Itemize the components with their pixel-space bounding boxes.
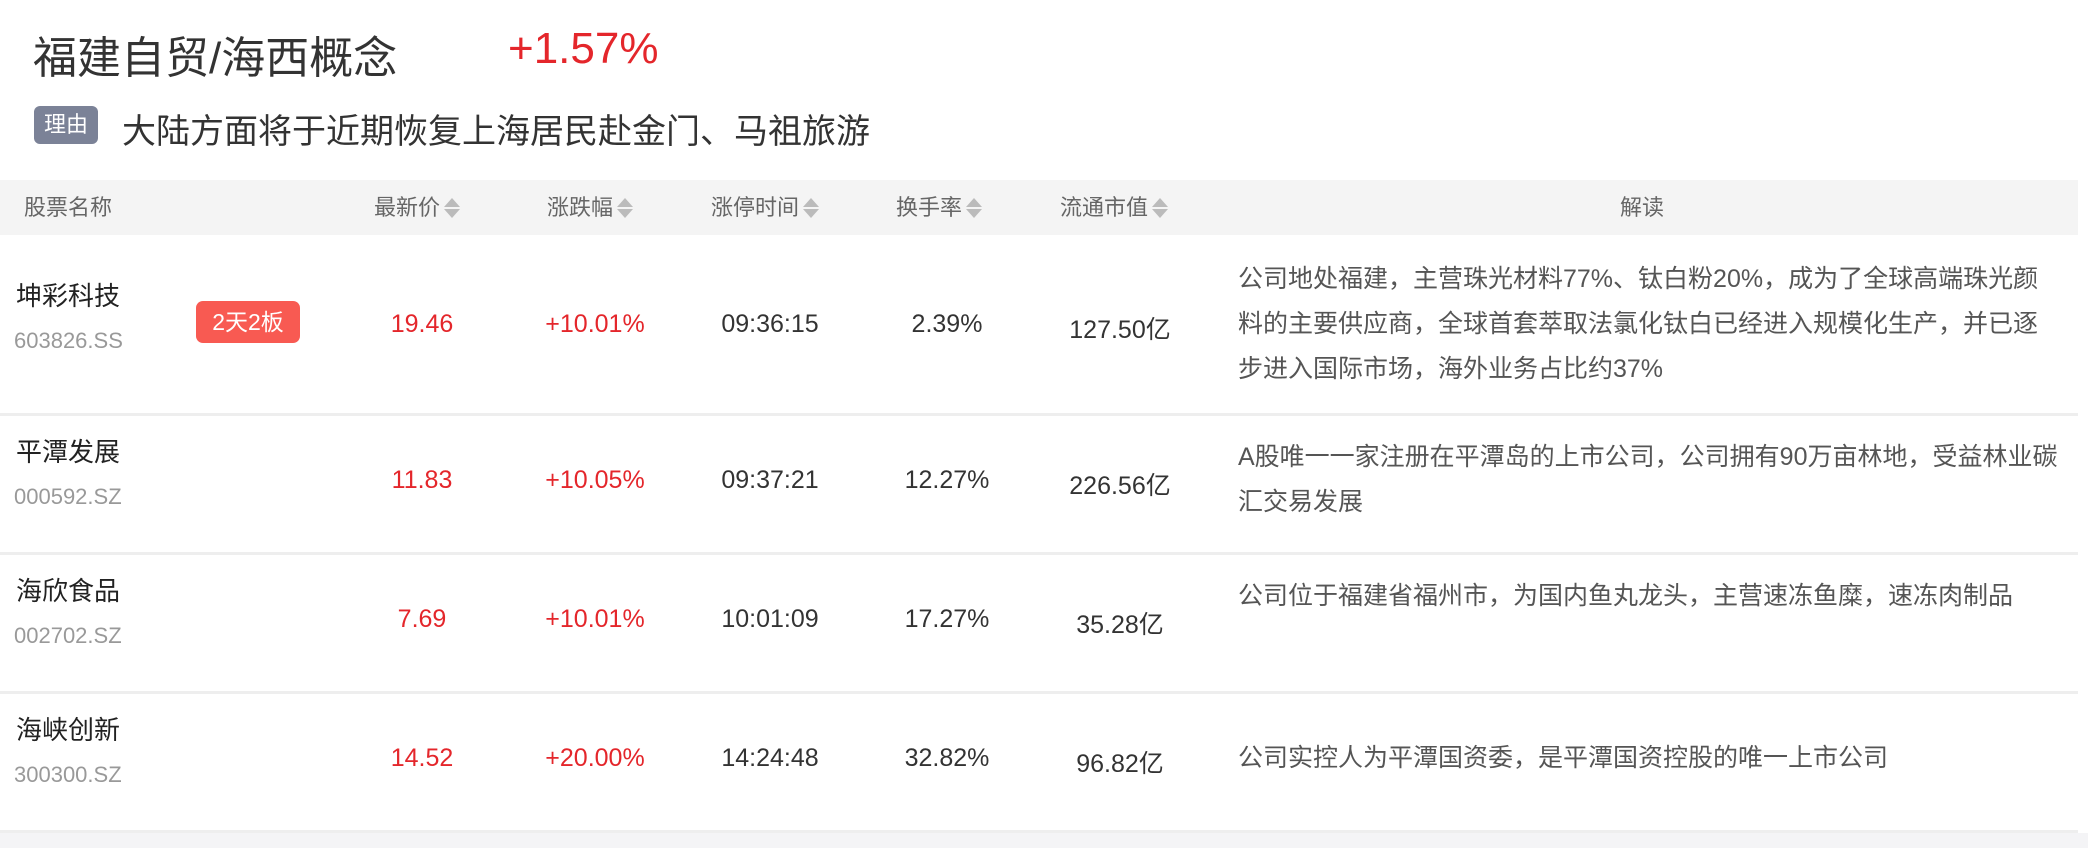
- col-mktcap[interactable]: 流通市值: [1060, 180, 1169, 235]
- change-percent: +20.00%: [545, 744, 645, 772]
- stock-name[interactable]: 平潭发展: [16, 437, 121, 467]
- sort-icon[interactable]: [1152, 197, 1169, 218]
- stock-code: 603826.SS: [14, 328, 123, 353]
- col-time[interactable]: 涨停时间: [711, 180, 820, 235]
- limit-up-time: 14:24:48: [721, 744, 819, 772]
- latest-price: 14.52: [390, 744, 454, 772]
- stock-code: 300300.SZ: [14, 762, 122, 787]
- col-turnover[interactable]: 换手率: [896, 180, 983, 235]
- table-row[interactable]: 坤彩科技 603826.SS 2天2板 19.46 +10.01% 09:36:15…: [0, 235, 2078, 416]
- limit-up-time: 10:01:09: [721, 605, 819, 633]
- sort-icon[interactable]: [617, 197, 634, 218]
- interpretation: 公司实控人为平潭国资委，是平潭国资控股的唯一上市公司: [1238, 743, 1889, 772]
- sort-icon[interactable]: [444, 197, 461, 218]
- table-row[interactable]: 海欣食品 002702.SZ 7.69 +10.01% 10:01:09 17.2…: [0, 555, 2078, 694]
- col-price[interactable]: 最新价: [374, 180, 461, 235]
- stock-name[interactable]: 坤彩科技: [16, 281, 121, 311]
- reason-text: 大陆方面将于近期恢复上海居民赴金门、马祖旅游: [122, 113, 870, 151]
- stock-table: 股票名称 最新价 涨跌幅 涨停时间 换手率 流通市值 解读 坤彩科技 60382…: [0, 180, 2078, 833]
- reason-tag: 理由: [34, 106, 98, 144]
- col-name: 股票名称: [24, 195, 113, 220]
- sort-icon[interactable]: [803, 197, 820, 218]
- col-change[interactable]: 涨跌幅: [547, 180, 634, 235]
- change-percent: +10.01%: [545, 605, 645, 633]
- turnover-rate: 2.39%: [911, 310, 983, 338]
- stock-name[interactable]: 海峡创新: [16, 715, 121, 745]
- latest-price: 11.83: [391, 466, 453, 494]
- sort-icon[interactable]: [966, 197, 983, 218]
- market-cap: 96.82亿: [1076, 750, 1164, 778]
- col-desc: 解读: [1620, 195, 1665, 220]
- interpretation: 公司位于福建省福州市，为国内鱼丸龙头，主营速冻鱼糜，速冻肉制品: [1238, 582, 2014, 610]
- stock-code: 002702.SZ: [14, 623, 122, 648]
- market-cap: 226.56亿: [1069, 472, 1171, 500]
- market-cap: 127.50亿: [1069, 316, 1171, 344]
- change-percent: +10.01%: [545, 310, 645, 338]
- latest-price: 7.69: [397, 605, 447, 633]
- turnover-rate: 12.27%: [904, 466, 990, 494]
- stock-code: 000592.SZ: [14, 484, 122, 509]
- table-row[interactable]: 海峡创新 300300.SZ 14.52 +20.00% 14:24:48 32.…: [0, 694, 2078, 833]
- market-cap: 35.28亿: [1076, 611, 1164, 639]
- limit-up-time: 09:36:15: [721, 310, 819, 338]
- interpretation: 公司地处福建，主营珠光材料77%、钛白粉20%，成为了全球高端珠光颜料的主要供应…: [1238, 264, 2039, 383]
- table-header: 股票名称 最新价 涨跌幅 涨停时间 换手率 流通市值 解读: [0, 180, 2078, 235]
- stock-name[interactable]: 海欣食品: [16, 576, 121, 606]
- page-footer: [0, 833, 2088, 848]
- table-row[interactable]: 平潭发展 000592.SZ 11.83 +10.05% 09:37:21 12.…: [0, 416, 2078, 555]
- concept-change: +1.57%: [508, 24, 659, 73]
- limit-up-time: 09:37:21: [721, 466, 819, 494]
- limit-up-badge: 2天2板: [196, 301, 300, 343]
- turnover-rate: 32.82%: [904, 744, 990, 772]
- change-percent: +10.05%: [545, 466, 645, 494]
- interpretation: A股唯一一家注册在平潭岛的上市公司，公司拥有90万亩林地，受益林业碳汇交易发展: [1238, 443, 2058, 516]
- concept-title: 福建自贸/海西概念: [33, 34, 398, 83]
- turnover-rate: 17.27%: [904, 605, 990, 633]
- latest-price: 19.46: [390, 310, 454, 338]
